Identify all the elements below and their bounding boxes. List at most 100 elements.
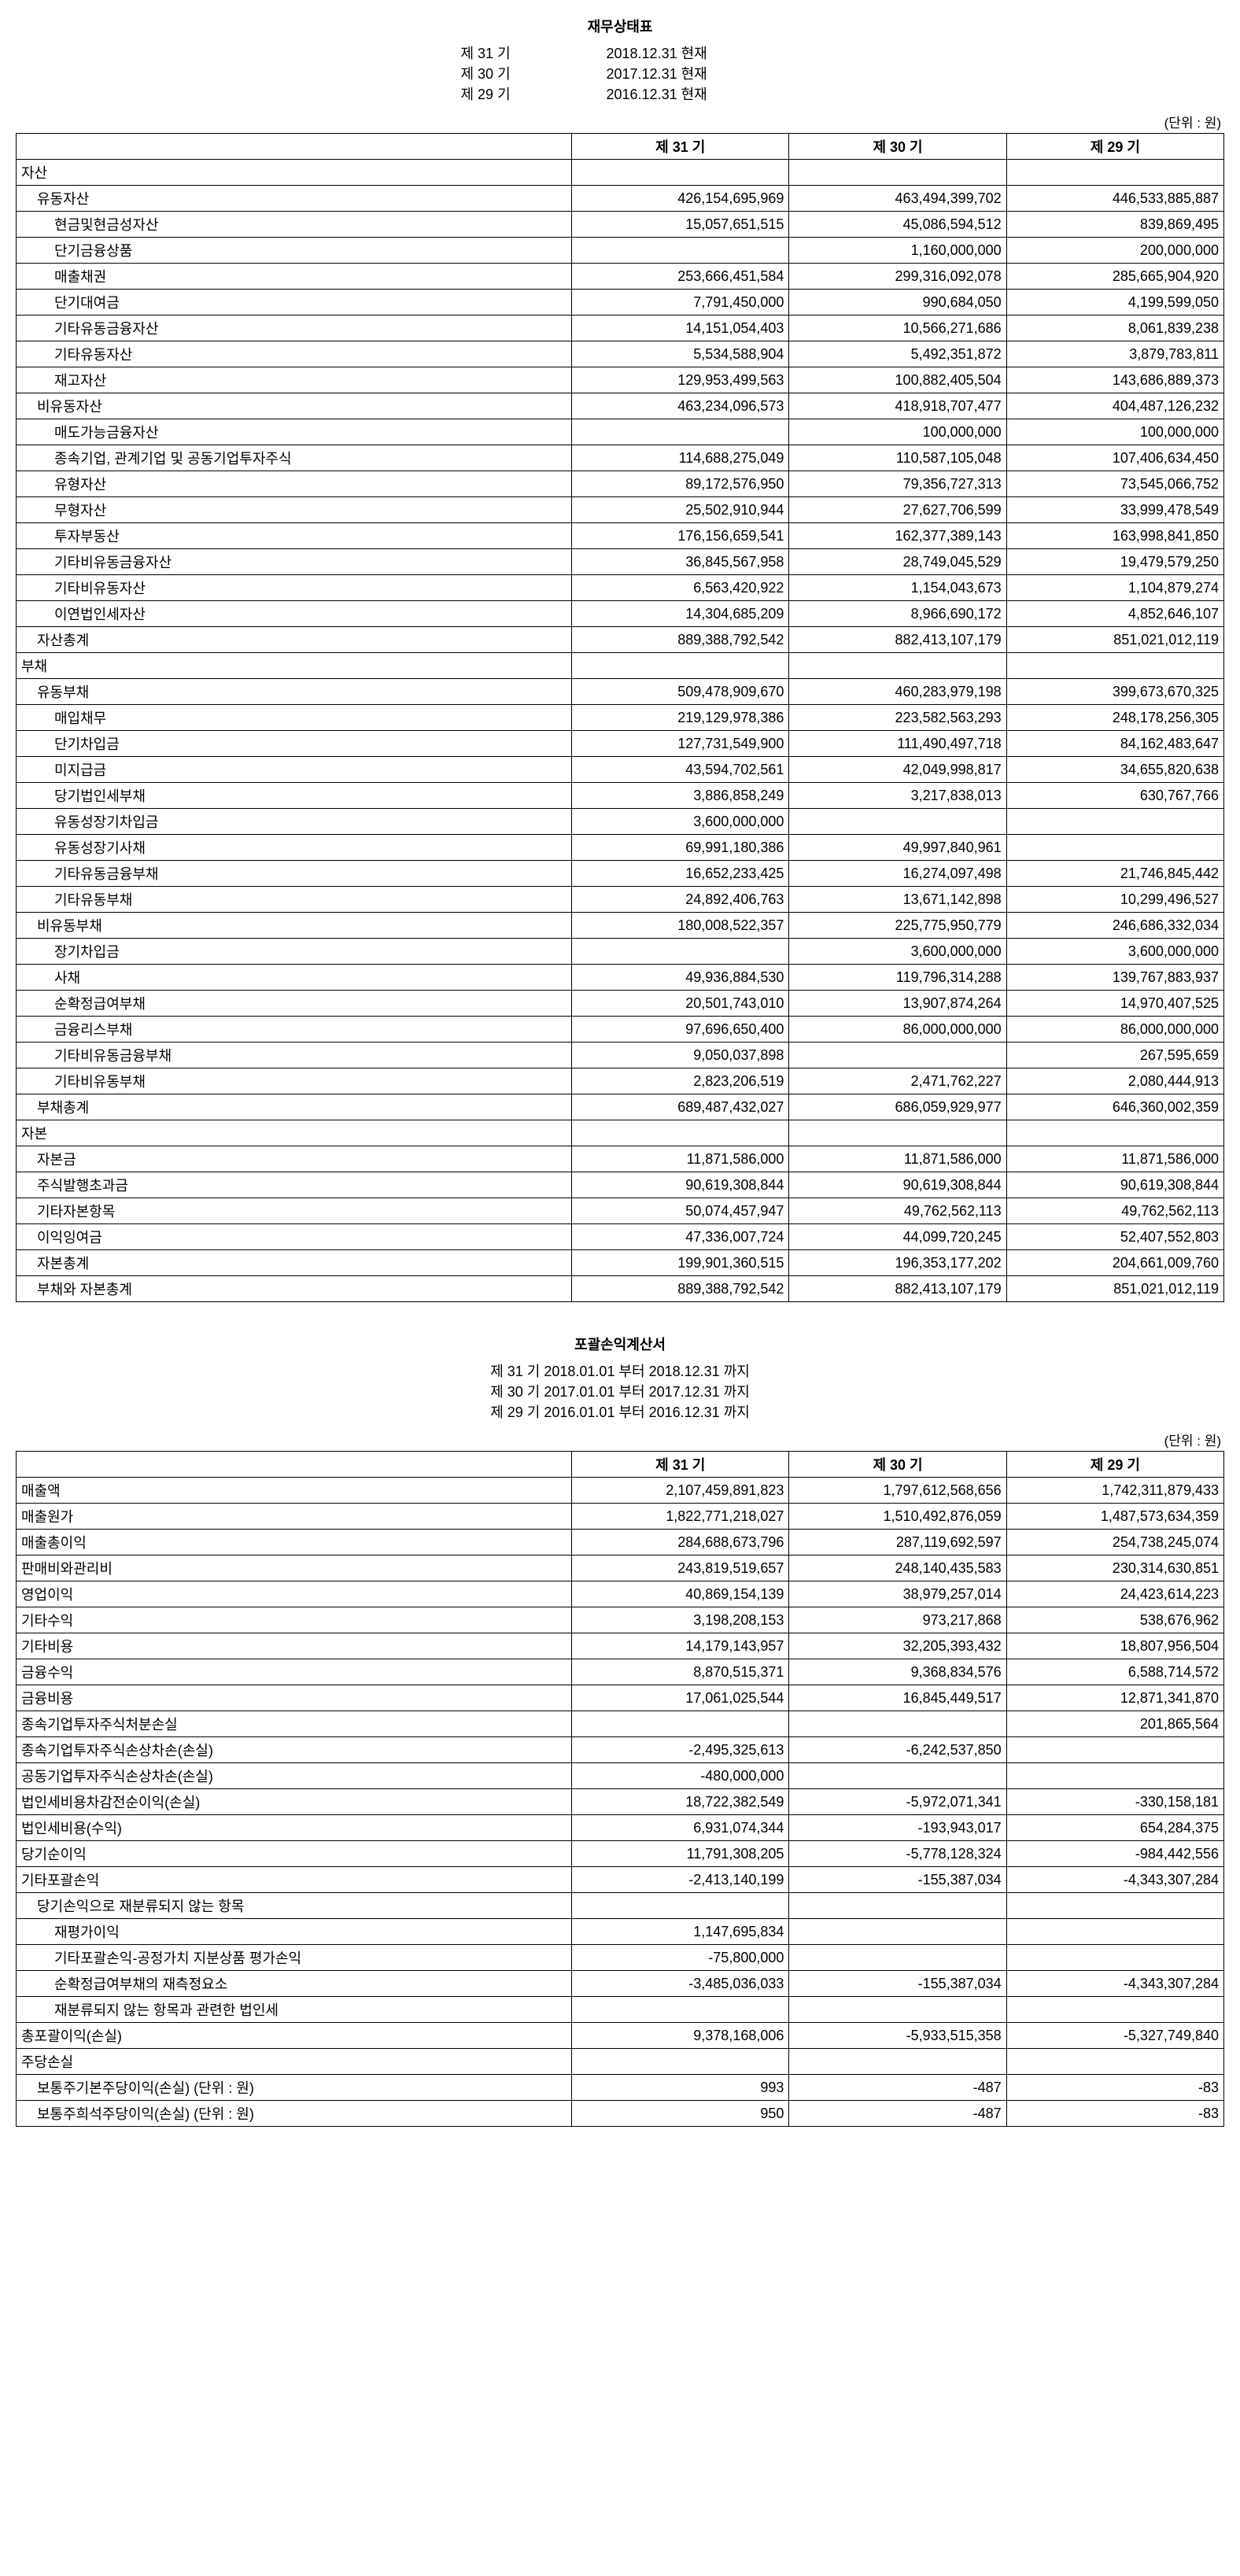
bs-value: 90,619,308,844	[789, 1172, 1006, 1198]
is-row: 종속기업투자주식손상차손(손실)-2,495,325,613-6,242,537…	[17, 1737, 1224, 1763]
bs-value	[1006, 835, 1223, 861]
bs-value: 463,234,096,573	[572, 393, 789, 419]
bs-label: 기타유동금융부채	[17, 861, 572, 887]
is-value: -480,000,000	[572, 1763, 789, 1789]
bs-period-row: 제 30 기 2017.12.31 현재	[16, 63, 1224, 83]
bs-label: 순확정급여부채	[17, 991, 572, 1017]
is-value: 654,284,375	[1006, 1815, 1223, 1841]
is-row: 당기순이익11,791,308,205-5,778,128,324-984,44…	[17, 1841, 1224, 1867]
bs-value: 851,021,012,119	[1006, 1276, 1223, 1302]
bs-label: 자산총계	[17, 627, 572, 653]
bs-row: 자본금11,871,586,00011,871,586,00011,871,58…	[17, 1146, 1224, 1172]
bs-value: 7,791,450,000	[572, 290, 789, 316]
bs-row: 기타유동부채24,892,406,76313,671,142,89810,299…	[17, 887, 1224, 913]
bs-row: 유동성장기사채69,991,180,38649,997,840,961	[17, 835, 1224, 861]
is-value: 16,845,449,517	[789, 1685, 1006, 1711]
bs-value: 86,000,000,000	[789, 1017, 1006, 1043]
bs-value: 200,000,000	[1006, 238, 1223, 264]
is-value: -2,495,325,613	[572, 1737, 789, 1763]
is-header-col: 제 30 기	[789, 1452, 1006, 1478]
bs-value: 889,388,792,542	[572, 1276, 789, 1302]
bs-value: 418,918,707,477	[789, 393, 1006, 419]
bs-value: 3,217,838,013	[789, 783, 1006, 809]
is-value	[1006, 1945, 1223, 1971]
is-value	[572, 2049, 789, 2075]
bs-value	[789, 809, 1006, 835]
is-period-row: 제 30 기 2017.01.01 부터 2017.12.31 까지	[16, 1381, 1224, 1401]
bs-value: 509,478,909,670	[572, 679, 789, 705]
bs-label: 자본	[17, 1120, 572, 1146]
bs-value: 839,869,495	[1006, 212, 1223, 238]
is-value: 3,198,208,153	[572, 1607, 789, 1633]
is-label: 매출액	[17, 1478, 572, 1504]
is-row: 재분류되지 않는 항목과 관련한 법인세	[17, 1997, 1224, 2023]
bs-header-col: 제 30 기	[789, 134, 1006, 160]
bs-row: 매도가능금융자산100,000,000100,000,000	[17, 419, 1224, 445]
is-value	[789, 1711, 1006, 1737]
is-header-row: 제 31 기 제 30 기 제 29 기	[17, 1452, 1224, 1478]
bs-label: 유동성장기사채	[17, 835, 572, 861]
bs-value: 13,907,874,264	[789, 991, 1006, 1017]
bs-value: 4,852,646,107	[1006, 601, 1223, 627]
is-value	[1006, 2049, 1223, 2075]
bs-period-date: 2016.12.31 현재	[575, 83, 780, 104]
is-value: -487	[789, 2101, 1006, 2127]
bs-value: 5,492,351,872	[789, 341, 1006, 367]
bs-header-col: 제 29 기	[1006, 134, 1223, 160]
bs-value: 2,080,444,913	[1006, 1068, 1223, 1094]
bs-value: 180,008,522,357	[572, 913, 789, 939]
bs-label: 유동성장기차입금	[17, 809, 572, 835]
bs-period-label: 제 30 기	[460, 63, 570, 83]
is-value: -5,933,515,358	[789, 2023, 1006, 2049]
bs-value: 86,000,000,000	[1006, 1017, 1223, 1043]
is-value: 1,822,771,218,027	[572, 1504, 789, 1530]
is-label: 순확정급여부채의 재측정요소	[17, 1971, 572, 1997]
is-row: 보통주희석주당이익(손실) (단위 : 원)950-487-83	[17, 2101, 1224, 2127]
is-value: 32,205,393,432	[789, 1633, 1006, 1659]
bs-value: 3,600,000,000	[789, 939, 1006, 965]
is-value: -487	[789, 2075, 1006, 2101]
is-value: 8,870,515,371	[572, 1659, 789, 1685]
is-value	[789, 1893, 1006, 1919]
is-value: 201,865,564	[1006, 1711, 1223, 1737]
bs-value: 143,686,889,373	[1006, 367, 1223, 393]
is-header-col: 제 31 기	[572, 1452, 789, 1478]
is-value: 993	[572, 2075, 789, 2101]
is-label: 재분류되지 않는 항목과 관련한 법인세	[17, 1997, 572, 2023]
bs-value: 47,336,007,724	[572, 1224, 789, 1250]
bs-row: 장기차입금3,600,000,0003,600,000,000	[17, 939, 1224, 965]
is-row: 금융비용17,061,025,54416,845,449,51712,871,3…	[17, 1685, 1224, 1711]
is-value: 40,869,154,139	[572, 1581, 789, 1607]
is-value	[789, 2049, 1006, 2075]
bs-period-row: 제 29 기 2016.12.31 현재	[16, 83, 1224, 104]
is-label: 보통주희석주당이익(손실) (단위 : 원)	[17, 2101, 572, 2127]
bs-value: 686,059,929,977	[789, 1094, 1006, 1120]
bs-value: 6,563,420,922	[572, 575, 789, 601]
bs-row: 기타자본항목50,074,457,94749,762,562,11349,762…	[17, 1198, 1224, 1224]
bs-row: 매출채권253,666,451,584299,316,092,078285,66…	[17, 264, 1224, 290]
is-row: 기타비용14,179,143,95732,205,393,43218,807,9…	[17, 1633, 1224, 1659]
bs-row: 기타비유동금융부채9,050,037,898267,595,659	[17, 1043, 1224, 1068]
bs-value: 28,749,045,529	[789, 549, 1006, 575]
bs-header-col: 제 31 기	[572, 134, 789, 160]
bs-label: 종속기업, 관계기업 및 공동기업투자주식	[17, 445, 572, 471]
bs-value: 49,762,562,113	[1006, 1198, 1223, 1224]
bs-value: 49,997,840,961	[789, 835, 1006, 861]
is-row: 주당손실	[17, 2049, 1224, 2075]
bs-value	[1006, 653, 1223, 679]
bs-value: 246,686,332,034	[1006, 913, 1223, 939]
bs-value	[572, 419, 789, 445]
is-value: -83	[1006, 2075, 1223, 2101]
is-row: 금융수익8,870,515,3719,368,834,5766,588,714,…	[17, 1659, 1224, 1685]
bs-value: 20,501,743,010	[572, 991, 789, 1017]
bs-row: 유형자산89,172,576,95079,356,727,31373,545,0…	[17, 471, 1224, 497]
is-value: 1,797,612,568,656	[789, 1478, 1006, 1504]
bs-label: 재고자산	[17, 367, 572, 393]
bs-label: 단기금융상품	[17, 238, 572, 264]
bs-value: 14,151,054,403	[572, 316, 789, 341]
bs-label: 유형자산	[17, 471, 572, 497]
bs-value: 2,823,206,519	[572, 1068, 789, 1094]
bs-value: 24,892,406,763	[572, 887, 789, 913]
is-value	[789, 1919, 1006, 1945]
is-header-col: 제 29 기	[1006, 1452, 1223, 1478]
